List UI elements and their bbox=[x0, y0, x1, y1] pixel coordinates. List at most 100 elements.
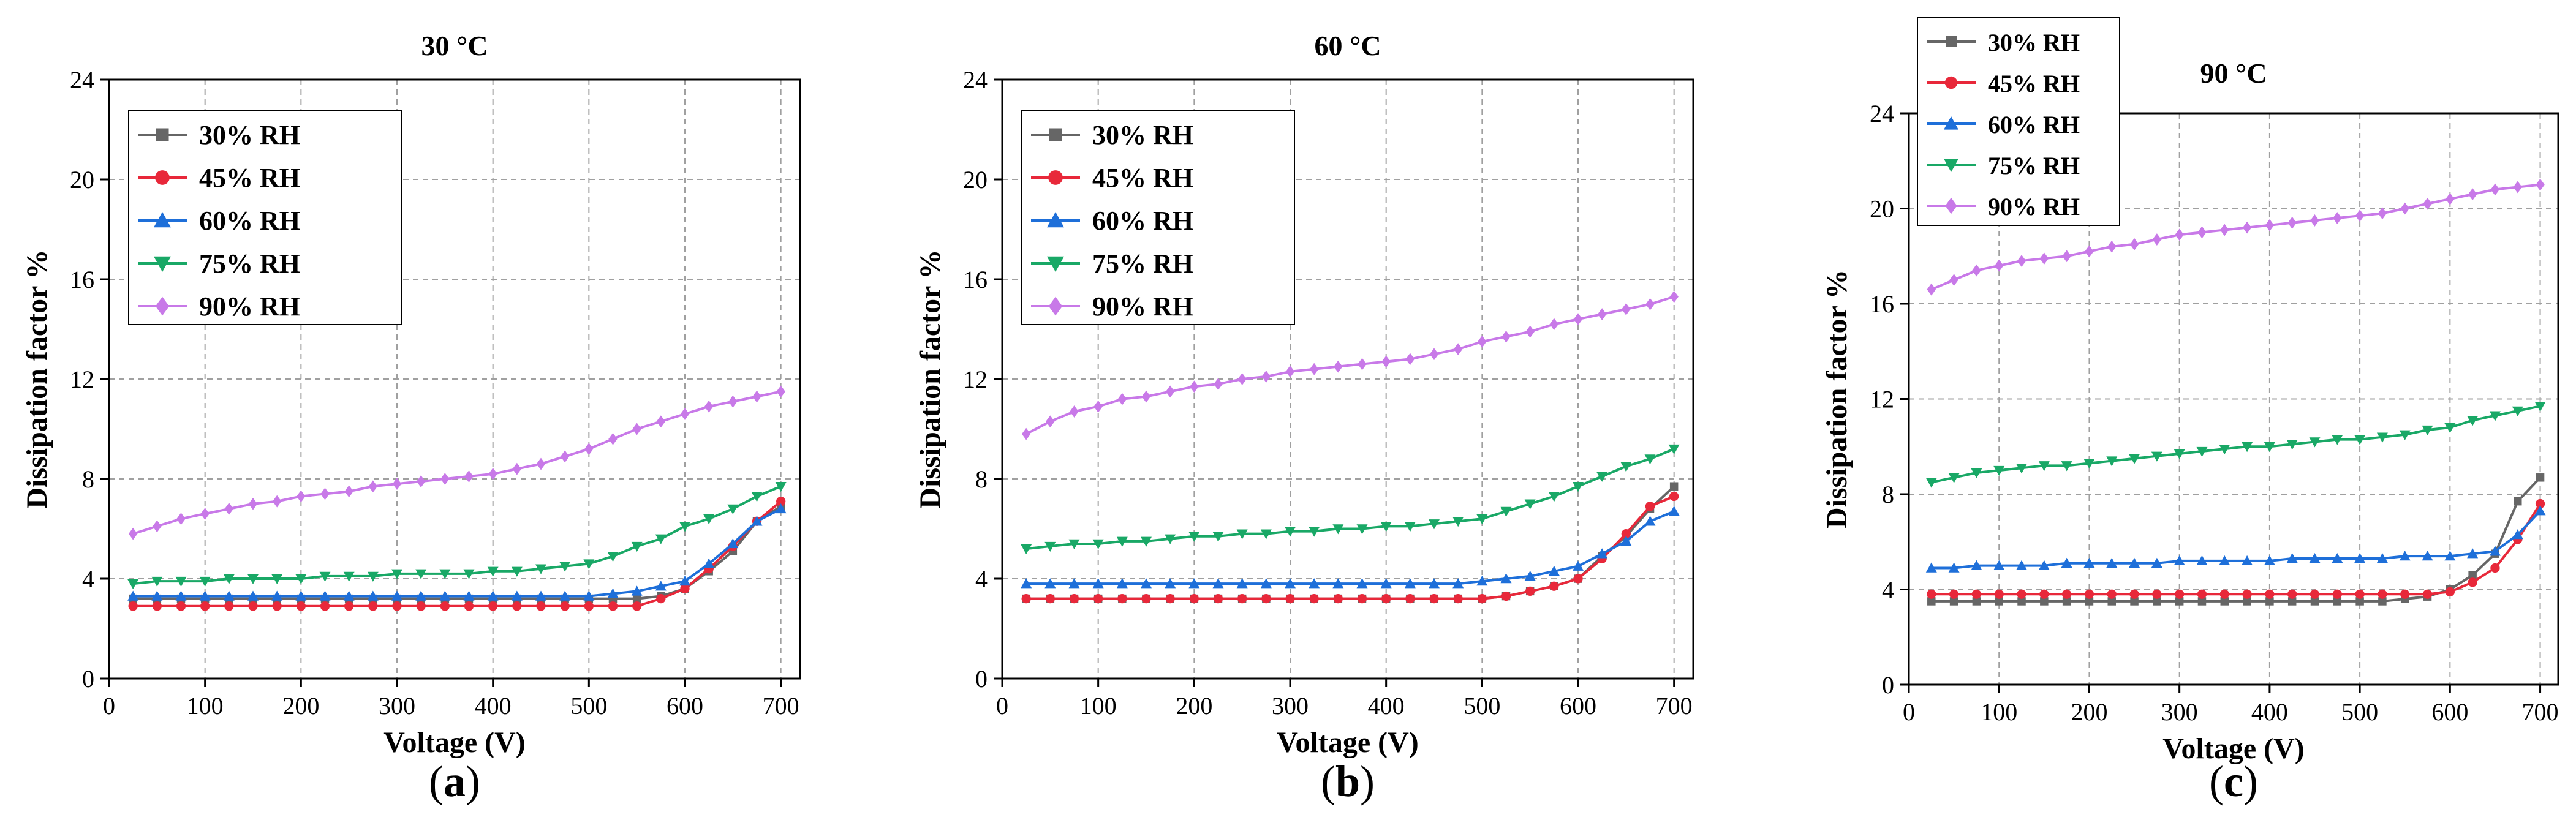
data-point bbox=[1620, 462, 1632, 472]
x-tick-label: 600 bbox=[2431, 698, 2468, 726]
data-point bbox=[559, 590, 571, 601]
legend: 30% RH 45% RH 60% RH 75% RH 90% RH bbox=[1917, 17, 2120, 226]
data-point bbox=[1332, 578, 1344, 589]
data-point bbox=[2513, 181, 2522, 194]
data-point bbox=[2220, 224, 2229, 236]
series-line bbox=[1025, 448, 1675, 551]
data-point bbox=[2265, 589, 2275, 599]
data-point bbox=[1093, 593, 1103, 604]
data-point bbox=[1452, 517, 1464, 527]
data-point bbox=[1994, 589, 2004, 599]
data-point bbox=[1972, 264, 1981, 277]
data-point bbox=[1405, 593, 1415, 604]
data-point bbox=[1356, 578, 1368, 589]
data-point bbox=[2152, 589, 2162, 599]
data-point bbox=[2242, 555, 2253, 566]
y-tick-label: 24 bbox=[70, 66, 94, 94]
data-point bbox=[416, 601, 426, 611]
data-point bbox=[440, 601, 450, 611]
data-point bbox=[2242, 589, 2252, 599]
data-point bbox=[1021, 544, 1032, 555]
data-point bbox=[1668, 505, 1680, 516]
data-point bbox=[1971, 560, 1982, 570]
x-tick-label: 600 bbox=[667, 692, 703, 720]
x-tick-label: 0 bbox=[103, 692, 115, 720]
legend-marker bbox=[1946, 36, 1957, 47]
chart-title: 60 °C bbox=[1314, 30, 1381, 61]
data-point bbox=[2152, 233, 2162, 246]
data-point bbox=[1044, 541, 1056, 552]
data-point bbox=[679, 522, 690, 532]
data-point bbox=[1236, 529, 1248, 540]
data-point bbox=[392, 601, 402, 611]
y-tick-label: 24 bbox=[1870, 100, 1894, 127]
data-point bbox=[344, 485, 353, 498]
data-point bbox=[775, 503, 787, 514]
data-point bbox=[2219, 444, 2230, 455]
x-axis-label: Voltage (V) bbox=[1277, 726, 1419, 759]
data-point bbox=[2444, 551, 2456, 561]
data-point bbox=[1949, 597, 1958, 606]
data-point bbox=[1925, 478, 1937, 488]
data-point bbox=[297, 490, 306, 503]
data-point bbox=[1285, 578, 1296, 589]
data-point bbox=[2354, 435, 2366, 445]
data-point bbox=[2355, 597, 2364, 606]
data-point bbox=[247, 574, 259, 584]
data-point bbox=[295, 590, 307, 601]
data-point bbox=[1309, 578, 1320, 589]
data-point bbox=[751, 492, 763, 502]
data-point bbox=[1453, 593, 1463, 604]
legend-label: 30% RH bbox=[1988, 29, 2080, 56]
data-point bbox=[1948, 473, 1960, 483]
data-point bbox=[512, 601, 522, 611]
series-75-rh bbox=[1021, 444, 1680, 555]
y-tick-label: 12 bbox=[70, 366, 94, 393]
legend-marker bbox=[155, 296, 170, 316]
legend-marker bbox=[1048, 170, 1063, 185]
data-point bbox=[775, 482, 787, 492]
legend-marker bbox=[1944, 76, 1958, 89]
data-point bbox=[2197, 597, 2207, 606]
data-point bbox=[1261, 371, 1271, 383]
data-point bbox=[391, 590, 402, 601]
panel-label: (c) bbox=[2209, 757, 2258, 806]
data-point bbox=[1927, 597, 1936, 606]
data-point bbox=[1622, 303, 1631, 315]
legend-marker bbox=[1047, 256, 1064, 272]
data-point bbox=[199, 590, 211, 601]
data-point bbox=[200, 508, 210, 520]
series-line bbox=[1931, 183, 2540, 291]
data-point bbox=[368, 480, 378, 493]
data-point bbox=[1358, 358, 1367, 371]
data-point bbox=[2085, 245, 2094, 258]
x-tick-label: 700 bbox=[763, 692, 799, 720]
y-tick-label: 20 bbox=[1870, 195, 1894, 223]
data-point bbox=[656, 415, 666, 428]
data-point bbox=[1525, 325, 1535, 338]
data-point bbox=[1165, 578, 1176, 589]
series-60-rh bbox=[127, 503, 787, 601]
legend-label: 60% RH bbox=[1092, 206, 1193, 236]
data-point bbox=[2422, 589, 2433, 599]
x-tick-label: 400 bbox=[475, 692, 512, 720]
data-point bbox=[248, 497, 258, 510]
data-point bbox=[367, 590, 379, 601]
data-point bbox=[2512, 529, 2523, 540]
data-point bbox=[2534, 401, 2546, 412]
data-point bbox=[1477, 593, 1487, 604]
x-tick-label: 100 bbox=[1981, 698, 2017, 726]
data-point bbox=[1501, 591, 1511, 601]
data-point bbox=[176, 601, 186, 611]
data-point bbox=[1021, 578, 1032, 589]
data-point bbox=[2017, 589, 2026, 599]
data-point bbox=[776, 385, 785, 398]
y-axis-label: Dissipation factor % bbox=[21, 249, 53, 508]
data-point bbox=[2378, 589, 2387, 599]
x-axis-label: Voltage (V) bbox=[2162, 732, 2305, 765]
data-point bbox=[1213, 593, 1223, 604]
data-point bbox=[607, 588, 619, 598]
data-point bbox=[1948, 562, 1960, 573]
x-tick-label: 500 bbox=[2341, 698, 2378, 726]
data-point bbox=[583, 559, 595, 570]
